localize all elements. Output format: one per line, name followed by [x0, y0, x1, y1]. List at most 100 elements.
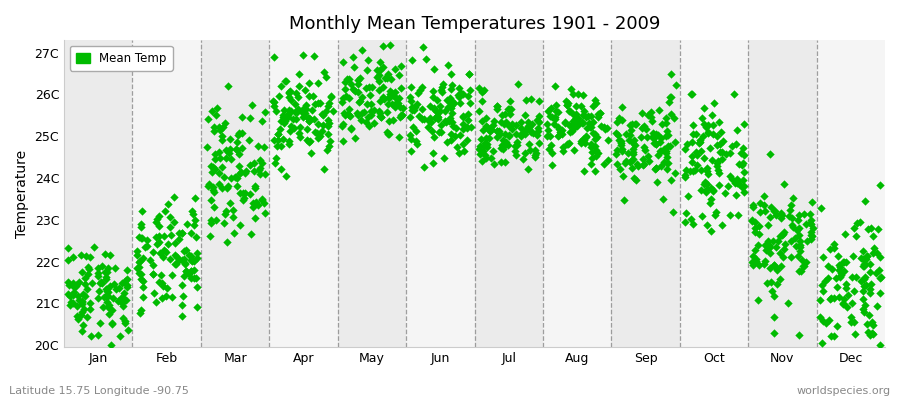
Point [757, 261, 771, 267]
Bar [543, 40, 611, 347]
Point [418, 55, 433, 62]
Point [697, 105, 711, 112]
Point [175, 230, 189, 236]
Point [159, 293, 174, 300]
Y-axis label: Temperature: Temperature [15, 150, 29, 238]
Point [567, 147, 581, 154]
Point [300, 126, 314, 132]
Point [649, 141, 663, 147]
Point [776, 231, 790, 237]
Point [625, 157, 639, 163]
Point [745, 204, 760, 211]
Point [455, 141, 470, 147]
Point [833, 272, 848, 278]
Point [653, 163, 668, 170]
Point [247, 168, 261, 174]
Point [616, 197, 631, 204]
Point [98, 251, 112, 258]
Point [608, 151, 623, 158]
Point [564, 86, 579, 92]
Point [68, 284, 82, 290]
Point [442, 118, 456, 125]
Point [163, 214, 177, 220]
Point [686, 168, 700, 175]
Point [404, 148, 419, 154]
Point [474, 136, 489, 142]
Point [784, 254, 798, 260]
Point [134, 307, 148, 313]
Point [121, 266, 135, 273]
Point [235, 145, 249, 151]
Point [404, 98, 419, 104]
Point [134, 275, 148, 282]
Point [873, 275, 887, 281]
Point [166, 219, 181, 225]
Point [715, 222, 729, 229]
Point [793, 244, 807, 250]
Point [736, 182, 751, 189]
Point [456, 91, 471, 97]
Point [860, 256, 874, 262]
Point [176, 256, 191, 262]
Point [484, 126, 499, 132]
Point [514, 118, 528, 125]
Point [758, 258, 772, 264]
Point [527, 152, 542, 158]
Point [320, 74, 334, 81]
Point [100, 286, 114, 292]
Point [212, 124, 227, 130]
Point [230, 173, 244, 180]
Point [705, 112, 719, 119]
Point [502, 111, 517, 118]
Point [313, 100, 328, 106]
Point [524, 96, 538, 102]
Point [863, 261, 878, 268]
Point [663, 94, 678, 100]
Point [690, 152, 705, 158]
Point [840, 304, 854, 310]
Point [163, 256, 177, 262]
Point [625, 165, 639, 171]
Point [772, 232, 787, 239]
Point [135, 235, 149, 241]
Point [342, 106, 356, 112]
Point [435, 87, 449, 93]
Point [652, 139, 667, 145]
Point [176, 293, 190, 299]
Point [372, 108, 386, 114]
Point [544, 142, 558, 148]
Bar [816, 40, 885, 347]
Point [706, 188, 720, 194]
Point [626, 139, 641, 146]
Point [698, 188, 713, 195]
Point [523, 147, 537, 154]
Point [685, 153, 699, 159]
Point [492, 128, 507, 134]
Point [372, 78, 386, 84]
Point [204, 217, 219, 223]
Point [490, 134, 504, 140]
Point [343, 112, 357, 119]
Point [522, 126, 536, 132]
Point [732, 180, 746, 187]
Point [310, 130, 324, 136]
Point [306, 53, 320, 60]
Point [528, 154, 543, 160]
Point [101, 292, 115, 299]
Point [657, 159, 671, 165]
Point [735, 145, 750, 151]
Point [84, 332, 98, 339]
Point [631, 163, 645, 170]
Point [180, 221, 194, 227]
Point [176, 257, 190, 263]
Point [762, 242, 777, 248]
Point [717, 190, 732, 196]
Point [792, 225, 806, 232]
Point [310, 100, 325, 107]
Point [857, 282, 871, 289]
Point [363, 92, 377, 98]
Point [121, 327, 135, 334]
Point [302, 118, 317, 124]
Point [496, 137, 510, 143]
Point [161, 201, 176, 207]
